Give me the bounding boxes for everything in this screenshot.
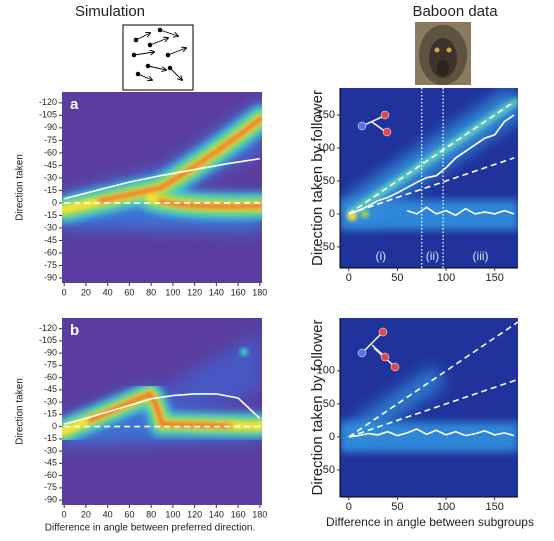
y-tick-label: 150 xyxy=(317,109,335,121)
x-tick-label: 60 xyxy=(124,287,134,297)
y-tick-label: 50 xyxy=(323,175,335,187)
y-tick-label: -75 xyxy=(44,360,57,370)
x-tick-label: 100 xyxy=(437,272,455,284)
y-tick-label: -15 xyxy=(44,210,57,220)
y-tick-label: 100 xyxy=(317,365,335,377)
y-tick-label: -60 xyxy=(44,372,57,382)
x-tick-label: 100 xyxy=(437,501,455,513)
y-tick-label: -15 xyxy=(44,185,57,195)
y-tick-label: -90 xyxy=(44,122,57,132)
x-tick-label: 180 xyxy=(252,509,267,519)
line-series xyxy=(63,393,261,425)
y-tick-label: 0 xyxy=(52,421,57,431)
y-tick-label: -30 xyxy=(44,172,57,182)
y-tick-label: -50 xyxy=(319,241,335,253)
x-tick-label: 140 xyxy=(209,287,224,297)
column-title: Simulation xyxy=(75,3,145,20)
x-tick-label: 160 xyxy=(231,509,246,519)
y-tick-label: -30 xyxy=(44,396,57,406)
line-series xyxy=(348,321,519,438)
y-tick-label: -60 xyxy=(44,147,57,157)
y-tick-label: -45 xyxy=(44,384,57,394)
x-tick-label: 100 xyxy=(165,509,180,519)
x-tick-label: 0 xyxy=(346,501,352,513)
line-series xyxy=(406,206,515,217)
y-tick-label: -75 xyxy=(44,482,57,492)
y-tick-label: -50 xyxy=(319,464,335,476)
x-tick-label: 20 xyxy=(81,509,91,519)
x-tick-label: 40 xyxy=(103,287,113,297)
x-tick-label: 0 xyxy=(62,509,67,519)
group-inset xyxy=(357,110,392,137)
y-tick-label: -120 xyxy=(39,323,57,333)
line-series xyxy=(348,101,515,215)
x-tick-label: 60 xyxy=(124,509,134,519)
x-tick-label: 120 xyxy=(187,287,202,297)
y-tick-label: 100 xyxy=(317,142,335,154)
group-inset xyxy=(357,327,400,372)
x-tick-label: 0 xyxy=(346,272,352,284)
y-tick-label: -45 xyxy=(44,235,57,245)
y-tick-label: -105 xyxy=(39,335,57,345)
annotation: (i) xyxy=(376,249,387,263)
heatmap-background xyxy=(62,92,262,283)
heatmap-background xyxy=(62,318,262,505)
y-tick-label: -15 xyxy=(44,409,57,419)
line-series xyxy=(64,157,260,200)
y-tick-label: -30 xyxy=(44,445,57,455)
y-tick-label: -75 xyxy=(44,135,57,145)
y-tick-label: -105 xyxy=(39,110,57,120)
y-tick-label: -60 xyxy=(44,470,57,480)
line-series xyxy=(348,114,515,215)
x-tick-label: 20 xyxy=(81,287,91,297)
annotation: (iii) xyxy=(473,249,489,263)
x-tick-label: 50 xyxy=(391,501,403,513)
y-tick-label: -45 xyxy=(44,458,57,468)
baboon-photo xyxy=(415,22,471,85)
x-tick-label: 150 xyxy=(485,501,503,513)
y-axis-label: Direction taken by follower xyxy=(309,320,326,496)
y-tick-label: -15 xyxy=(44,433,57,443)
x-tick-label: 120 xyxy=(187,509,202,519)
y-tick-label: 0 xyxy=(329,208,335,220)
x-tick-label: 160 xyxy=(231,287,246,297)
y-axis-label: Direction taken by follower xyxy=(309,90,326,266)
y-tick-label: -90 xyxy=(44,494,57,504)
x-tick-label: 40 xyxy=(103,509,113,519)
y-tick-label: -75 xyxy=(44,260,57,270)
heatmap-background xyxy=(340,318,518,497)
x-tick-label: 0 xyxy=(62,287,67,297)
annotation: (ii) xyxy=(426,249,439,263)
y-tick-label: -90 xyxy=(44,347,57,357)
column-title: Baboon data xyxy=(412,3,498,20)
y-tick-label: -60 xyxy=(44,247,57,257)
x-tick-label: 140 xyxy=(209,509,224,519)
line-series xyxy=(348,157,515,215)
y-axis-label: Direction taken xyxy=(15,378,26,445)
x-tick-label: 180 xyxy=(252,287,267,297)
y-tick-label: -45 xyxy=(44,160,57,170)
y-tick-label: 50 xyxy=(323,398,335,410)
x-tick-label: 80 xyxy=(146,287,156,297)
simulation-icon xyxy=(122,24,194,91)
y-tick-label: -120 xyxy=(39,97,57,107)
x-tick-label: 50 xyxy=(391,272,403,284)
panel-label: b xyxy=(70,322,79,339)
y-tick-label: 0 xyxy=(329,431,335,443)
y-axis-label: Direction taken xyxy=(15,154,26,221)
y-tick-label: -90 xyxy=(44,272,57,282)
x-tick-label: 150 xyxy=(485,272,503,284)
y-tick-label: 0 xyxy=(52,197,57,207)
x-tick-label: 80 xyxy=(146,509,156,519)
y-tick-label: -30 xyxy=(44,222,57,232)
x-axis-label: Difference in angle between preferred di… xyxy=(45,523,256,534)
line-series xyxy=(348,428,515,438)
panel-label: a xyxy=(70,96,79,113)
x-tick-label: 100 xyxy=(165,287,180,297)
x-axis-label: Difference in angle between subgroups xyxy=(326,515,534,529)
